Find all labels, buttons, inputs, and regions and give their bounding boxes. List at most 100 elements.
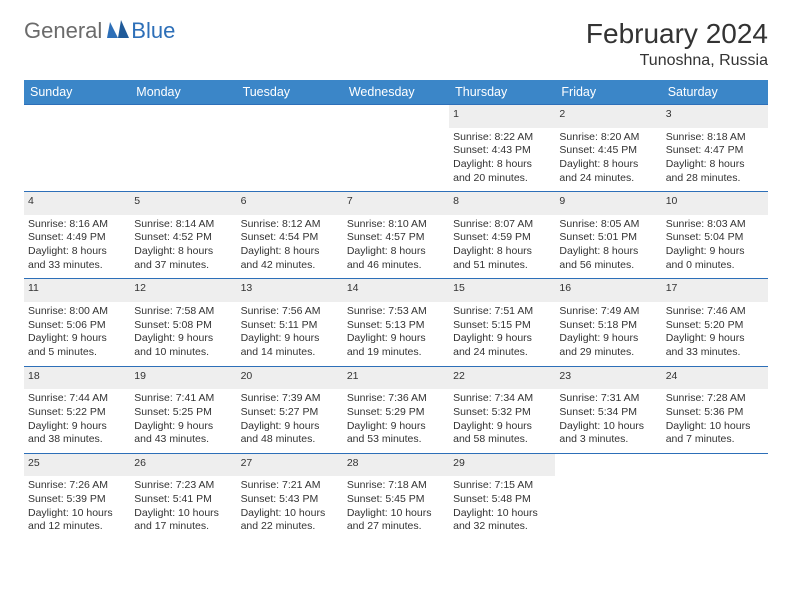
day-number-cell: 23 <box>555 366 661 389</box>
sunset-line: Sunset: 5:41 PM <box>134 493 232 507</box>
day-number-cell: 3 <box>662 105 768 128</box>
month-title: February 2024 <box>586 18 768 50</box>
day-number-cell <box>662 453 768 476</box>
sunrise-line: Sunrise: 7:44 AM <box>28 392 126 406</box>
daylight-line: Daylight: 9 hours and 58 minutes. <box>453 420 551 447</box>
sunrise-line: Sunrise: 7:51 AM <box>453 305 551 319</box>
day-details-cell: Sunrise: 7:34 AMSunset: 5:32 PMDaylight:… <box>449 389 555 453</box>
day-details-cell: Sunrise: 7:36 AMSunset: 5:29 PMDaylight:… <box>343 389 449 453</box>
day-details-cell: Sunrise: 7:53 AMSunset: 5:13 PMDaylight:… <box>343 302 449 366</box>
sunrise-line: Sunrise: 8:05 AM <box>559 218 657 232</box>
day-details-cell: Sunrise: 7:23 AMSunset: 5:41 PMDaylight:… <box>130 476 236 540</box>
day-number-cell <box>343 105 449 128</box>
daylight-line: Daylight: 8 hours and 33 minutes. <box>28 245 126 272</box>
day-number-cell: 6 <box>237 192 343 215</box>
day-details-cell: Sunrise: 7:44 AMSunset: 5:22 PMDaylight:… <box>24 389 130 453</box>
day-details-cell: Sunrise: 7:46 AMSunset: 5:20 PMDaylight:… <box>662 302 768 366</box>
daylight-line: Daylight: 8 hours and 51 minutes. <box>453 245 551 272</box>
day-details-cell: Sunrise: 7:56 AMSunset: 5:11 PMDaylight:… <box>237 302 343 366</box>
daylight-line: Daylight: 10 hours and 7 minutes. <box>666 420 764 447</box>
day-number-cell: 10 <box>662 192 768 215</box>
sunset-line: Sunset: 4:49 PM <box>28 231 126 245</box>
sunset-line: Sunset: 5:01 PM <box>559 231 657 245</box>
day-details-cell <box>130 128 236 192</box>
day-number-cell: 27 <box>237 453 343 476</box>
sunset-line: Sunset: 5:48 PM <box>453 493 551 507</box>
details-row: Sunrise: 8:00 AMSunset: 5:06 PMDaylight:… <box>24 302 768 366</box>
details-row: Sunrise: 8:16 AMSunset: 4:49 PMDaylight:… <box>24 215 768 279</box>
sunset-line: Sunset: 4:57 PM <box>347 231 445 245</box>
daylight-line: Daylight: 9 hours and 53 minutes. <box>347 420 445 447</box>
day-number-cell: 18 <box>24 366 130 389</box>
day-details-cell: Sunrise: 8:22 AMSunset: 4:43 PMDaylight:… <box>449 128 555 192</box>
details-row: Sunrise: 8:22 AMSunset: 4:43 PMDaylight:… <box>24 128 768 192</box>
day-details-cell <box>237 128 343 192</box>
day-details-cell <box>343 128 449 192</box>
calendar-table: SundayMondayTuesdayWednesdayThursdayFrid… <box>24 80 768 540</box>
details-row: Sunrise: 7:26 AMSunset: 5:39 PMDaylight:… <box>24 476 768 540</box>
sunset-line: Sunset: 5:15 PM <box>453 319 551 333</box>
day-number-cell: 11 <box>24 279 130 302</box>
sunrise-line: Sunrise: 7:21 AM <box>241 479 339 493</box>
day-number-cell: 16 <box>555 279 661 302</box>
day-details-cell: Sunrise: 7:15 AMSunset: 5:48 PMDaylight:… <box>449 476 555 540</box>
day-number-cell: 1 <box>449 105 555 128</box>
daylight-line: Daylight: 10 hours and 12 minutes. <box>28 507 126 534</box>
day-number-cell: 17 <box>662 279 768 302</box>
day-details-cell <box>555 476 661 540</box>
sunset-line: Sunset: 5:08 PM <box>134 319 232 333</box>
sunrise-line: Sunrise: 7:34 AM <box>453 392 551 406</box>
sunrise-line: Sunrise: 7:53 AM <box>347 305 445 319</box>
day-header: Friday <box>555 80 661 105</box>
sunset-line: Sunset: 5:20 PM <box>666 319 764 333</box>
daylight-line: Daylight: 9 hours and 10 minutes. <box>134 332 232 359</box>
day-number-cell: 20 <box>237 366 343 389</box>
sunset-line: Sunset: 5:36 PM <box>666 406 764 420</box>
sunrise-line: Sunrise: 7:15 AM <box>453 479 551 493</box>
sunset-line: Sunset: 4:43 PM <box>453 144 551 158</box>
day-details-cell: Sunrise: 8:16 AMSunset: 4:49 PMDaylight:… <box>24 215 130 279</box>
daylight-line: Daylight: 10 hours and 22 minutes. <box>241 507 339 534</box>
sunrise-line: Sunrise: 7:46 AM <box>666 305 764 319</box>
sunset-line: Sunset: 5:13 PM <box>347 319 445 333</box>
sunset-line: Sunset: 5:11 PM <box>241 319 339 333</box>
sunrise-line: Sunrise: 7:18 AM <box>347 479 445 493</box>
location-label: Tunoshna, Russia <box>586 52 768 70</box>
day-details-cell: Sunrise: 8:07 AMSunset: 4:59 PMDaylight:… <box>449 215 555 279</box>
day-details-cell: Sunrise: 7:28 AMSunset: 5:36 PMDaylight:… <box>662 389 768 453</box>
sunset-line: Sunset: 5:45 PM <box>347 493 445 507</box>
day-details-cell: Sunrise: 8:20 AMSunset: 4:45 PMDaylight:… <box>555 128 661 192</box>
daylight-line: Daylight: 8 hours and 28 minutes. <box>666 158 764 185</box>
sunrise-line: Sunrise: 8:00 AM <box>28 305 126 319</box>
title-block: February 2024 Tunoshna, Russia <box>586 18 768 70</box>
sunset-line: Sunset: 4:45 PM <box>559 144 657 158</box>
day-header: Tuesday <box>237 80 343 105</box>
day-number-cell <box>555 453 661 476</box>
sunrise-line: Sunrise: 8:16 AM <box>28 218 126 232</box>
sunset-line: Sunset: 5:18 PM <box>559 319 657 333</box>
sunrise-line: Sunrise: 8:12 AM <box>241 218 339 232</box>
sunrise-line: Sunrise: 7:23 AM <box>134 479 232 493</box>
day-details-cell: Sunrise: 8:10 AMSunset: 4:57 PMDaylight:… <box>343 215 449 279</box>
daynum-row: 11121314151617 <box>24 279 768 302</box>
daylight-line: Daylight: 8 hours and 56 minutes. <box>559 245 657 272</box>
daylight-line: Daylight: 8 hours and 24 minutes. <box>559 158 657 185</box>
day-header: Wednesday <box>343 80 449 105</box>
sunset-line: Sunset: 5:22 PM <box>28 406 126 420</box>
sunrise-line: Sunrise: 8:07 AM <box>453 218 551 232</box>
daylight-line: Daylight: 8 hours and 42 minutes. <box>241 245 339 272</box>
daylight-line: Daylight: 9 hours and 29 minutes. <box>559 332 657 359</box>
daylight-line: Daylight: 8 hours and 37 minutes. <box>134 245 232 272</box>
daylight-line: Daylight: 9 hours and 38 minutes. <box>28 420 126 447</box>
daylight-line: Daylight: 9 hours and 19 minutes. <box>347 332 445 359</box>
day-number-cell: 26 <box>130 453 236 476</box>
day-details-cell: Sunrise: 7:18 AMSunset: 5:45 PMDaylight:… <box>343 476 449 540</box>
daylight-line: Daylight: 10 hours and 3 minutes. <box>559 420 657 447</box>
brand-part1: General <box>24 18 102 44</box>
sunset-line: Sunset: 5:43 PM <box>241 493 339 507</box>
day-details-cell: Sunrise: 7:31 AMSunset: 5:34 PMDaylight:… <box>555 389 661 453</box>
daylight-line: Daylight: 9 hours and 14 minutes. <box>241 332 339 359</box>
day-details-cell: Sunrise: 7:41 AMSunset: 5:25 PMDaylight:… <box>130 389 236 453</box>
day-number-cell: 9 <box>555 192 661 215</box>
sunrise-line: Sunrise: 8:14 AM <box>134 218 232 232</box>
